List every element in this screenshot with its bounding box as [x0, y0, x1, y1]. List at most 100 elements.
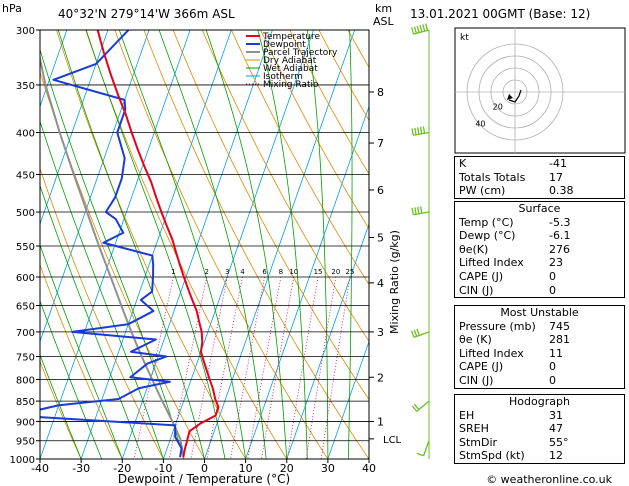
isotherm-line: [162, 30, 314, 459]
surface-row: CIN (J) 0: [455, 284, 624, 298]
legend-entry: Isotherm: [263, 72, 303, 82]
temperature-line: [96, 30, 220, 458]
temperature-tick-label: 30: [321, 462, 335, 475]
pressure-tick-label: 600: [16, 273, 35, 284]
hodo-row-label: SREH: [459, 422, 489, 436]
surface-row-value: 0: [549, 269, 556, 283]
surface-row-value: -5.3: [549, 215, 571, 229]
pressure-tick-label: 450: [16, 170, 35, 181]
km-label: km: [375, 2, 392, 15]
mixing-ratio-line: [206, 276, 243, 459]
surface-title: Surface: [518, 202, 561, 215]
wet-adiabat-line: [257, 30, 308, 459]
wet-adiabat-line: [40, 353, 82, 459]
chart-lines: [40, 30, 369, 459]
surface-row-value: 23: [549, 256, 563, 270]
pressure-tick-label: 900: [16, 417, 35, 428]
hodograph-table-title: Hodograph: [509, 395, 570, 408]
dry-adiabat-line: [56, 30, 246, 459]
legend-entry: Parcel Trajectory: [263, 48, 338, 58]
pressure-tick-label: 300: [16, 26, 35, 37]
km-tick-label: 8: [377, 86, 384, 99]
unstable-row-value: 281: [549, 333, 570, 347]
wind-barb: [411, 23, 430, 35]
datetime-title: 13.01.2021 00GMT (Base: 12): [410, 7, 590, 21]
km-tick-label: 4: [377, 277, 384, 290]
pressure-tick-label: 700: [16, 328, 35, 339]
surface-row: Dewp (°C) -6.1: [455, 229, 624, 243]
surface-row: θe(K) 276: [455, 243, 624, 257]
legend-entry: Dewpoint: [263, 40, 306, 50]
pressure-tick-label: 850: [16, 397, 35, 408]
mixing-ratio-label: 6: [262, 268, 267, 276]
hodo-row: EH 31: [455, 409, 624, 423]
mixing-ratio-line: [190, 276, 228, 459]
hodo-row-value: 12: [549, 449, 563, 463]
indices-row-value: -41: [549, 157, 567, 170]
wind-barb: [410, 328, 430, 338]
legend-entry: Wet Adiabat: [263, 64, 318, 74]
isotherm-line: [40, 30, 191, 459]
isotherm-line: [245, 105, 369, 459]
mixing-ratio-labels: 1 2 3 4 6 8 10 15 20 25: [171, 268, 354, 276]
chart-axes: 3003504004505005506006507007508008509009…: [10, 26, 402, 475]
mixing-ratio-label: 20: [331, 268, 340, 276]
legend-entry: Temperature: [262, 32, 320, 42]
x-axis-label: Dewpoint / Temperature (°C): [118, 472, 290, 486]
mixing-ratio-label: 1: [171, 268, 175, 276]
hodo-row-label: StmDir: [459, 435, 498, 449]
most-unstable-table: Most Unstable Pressure (mb) 745 θe (K) 281 L…: [454, 305, 625, 389]
unstable-row-value: 0: [549, 373, 556, 387]
unstable-row-label: Pressure (mb): [459, 319, 536, 333]
indices-row-value: 0.38: [549, 184, 574, 198]
pressure-tick-label: 350: [16, 81, 35, 92]
mixing-ratio-line: [286, 276, 319, 459]
mixing-ratio-label: 8: [279, 268, 283, 276]
wind-barb: [411, 400, 430, 412]
surface-row-label: Temp (°C): [459, 215, 514, 229]
indices-row-value: 17: [549, 170, 563, 184]
unstable-row-value: 0: [549, 360, 556, 374]
temperature-tick-label: 10: [239, 462, 253, 475]
mixing-ratio-label: 4: [240, 268, 245, 276]
indices-row: K -41: [455, 157, 624, 171]
surface-row: Temp (°C) -5.3: [455, 216, 624, 230]
temperature-tick-label: -10: [154, 462, 172, 475]
lcl-label: LCL: [383, 435, 402, 446]
mixing-ratio-label: 15: [314, 268, 323, 276]
km-tick-label: 5: [377, 231, 384, 244]
asl-label: ASL: [373, 15, 395, 28]
mixing-ratio-line: [305, 276, 337, 459]
wet-adiabat-line: [40, 119, 164, 459]
unstable-row: Pressure (mb) 745: [455, 320, 624, 334]
pressure-tick-label: 400: [16, 129, 35, 140]
mixing-ratio-line: [247, 276, 282, 459]
pressure-tick-label: 950: [16, 437, 35, 448]
isotherm-line: [327, 340, 369, 459]
temperature-tick-label: -20: [113, 462, 131, 475]
hodo-row-value: 47: [549, 422, 563, 436]
pressure-tick-label: 550: [16, 242, 35, 253]
plot-frame: [39, 29, 370, 460]
hodo-row-label: StmSpd (kt): [459, 449, 525, 463]
unstable-row: CAPE (J) 0: [455, 360, 624, 374]
surface-row-value: 0: [549, 283, 556, 297]
wind-barbs: [410, 23, 430, 459]
unstable-row: CIN (J) 0: [455, 374, 624, 388]
hodograph-frame: [454, 27, 626, 154]
temperature-tick-label: 20: [280, 462, 294, 475]
legend-entry: Mixing Ratio: [263, 80, 319, 90]
unstable-row-label: CIN (J): [459, 373, 494, 387]
indices-row: PW (cm) 0.38: [455, 184, 624, 198]
mixing-ratio-line: [230, 276, 265, 459]
hodograph-kt-label: kt: [460, 33, 469, 43]
pressure-tick-label: 800: [16, 375, 35, 386]
surface-row-label: CIN (J): [459, 283, 494, 297]
legend-entry: Dry Adiabat: [263, 56, 317, 66]
wind-barb: [416, 440, 430, 457]
surface-table: Surface Temp (°C) -5.3 Dewp (°C) -6.1 θe(K) 2…: [454, 201, 625, 299]
hodograph-ring-label: 40: [475, 120, 485, 129]
